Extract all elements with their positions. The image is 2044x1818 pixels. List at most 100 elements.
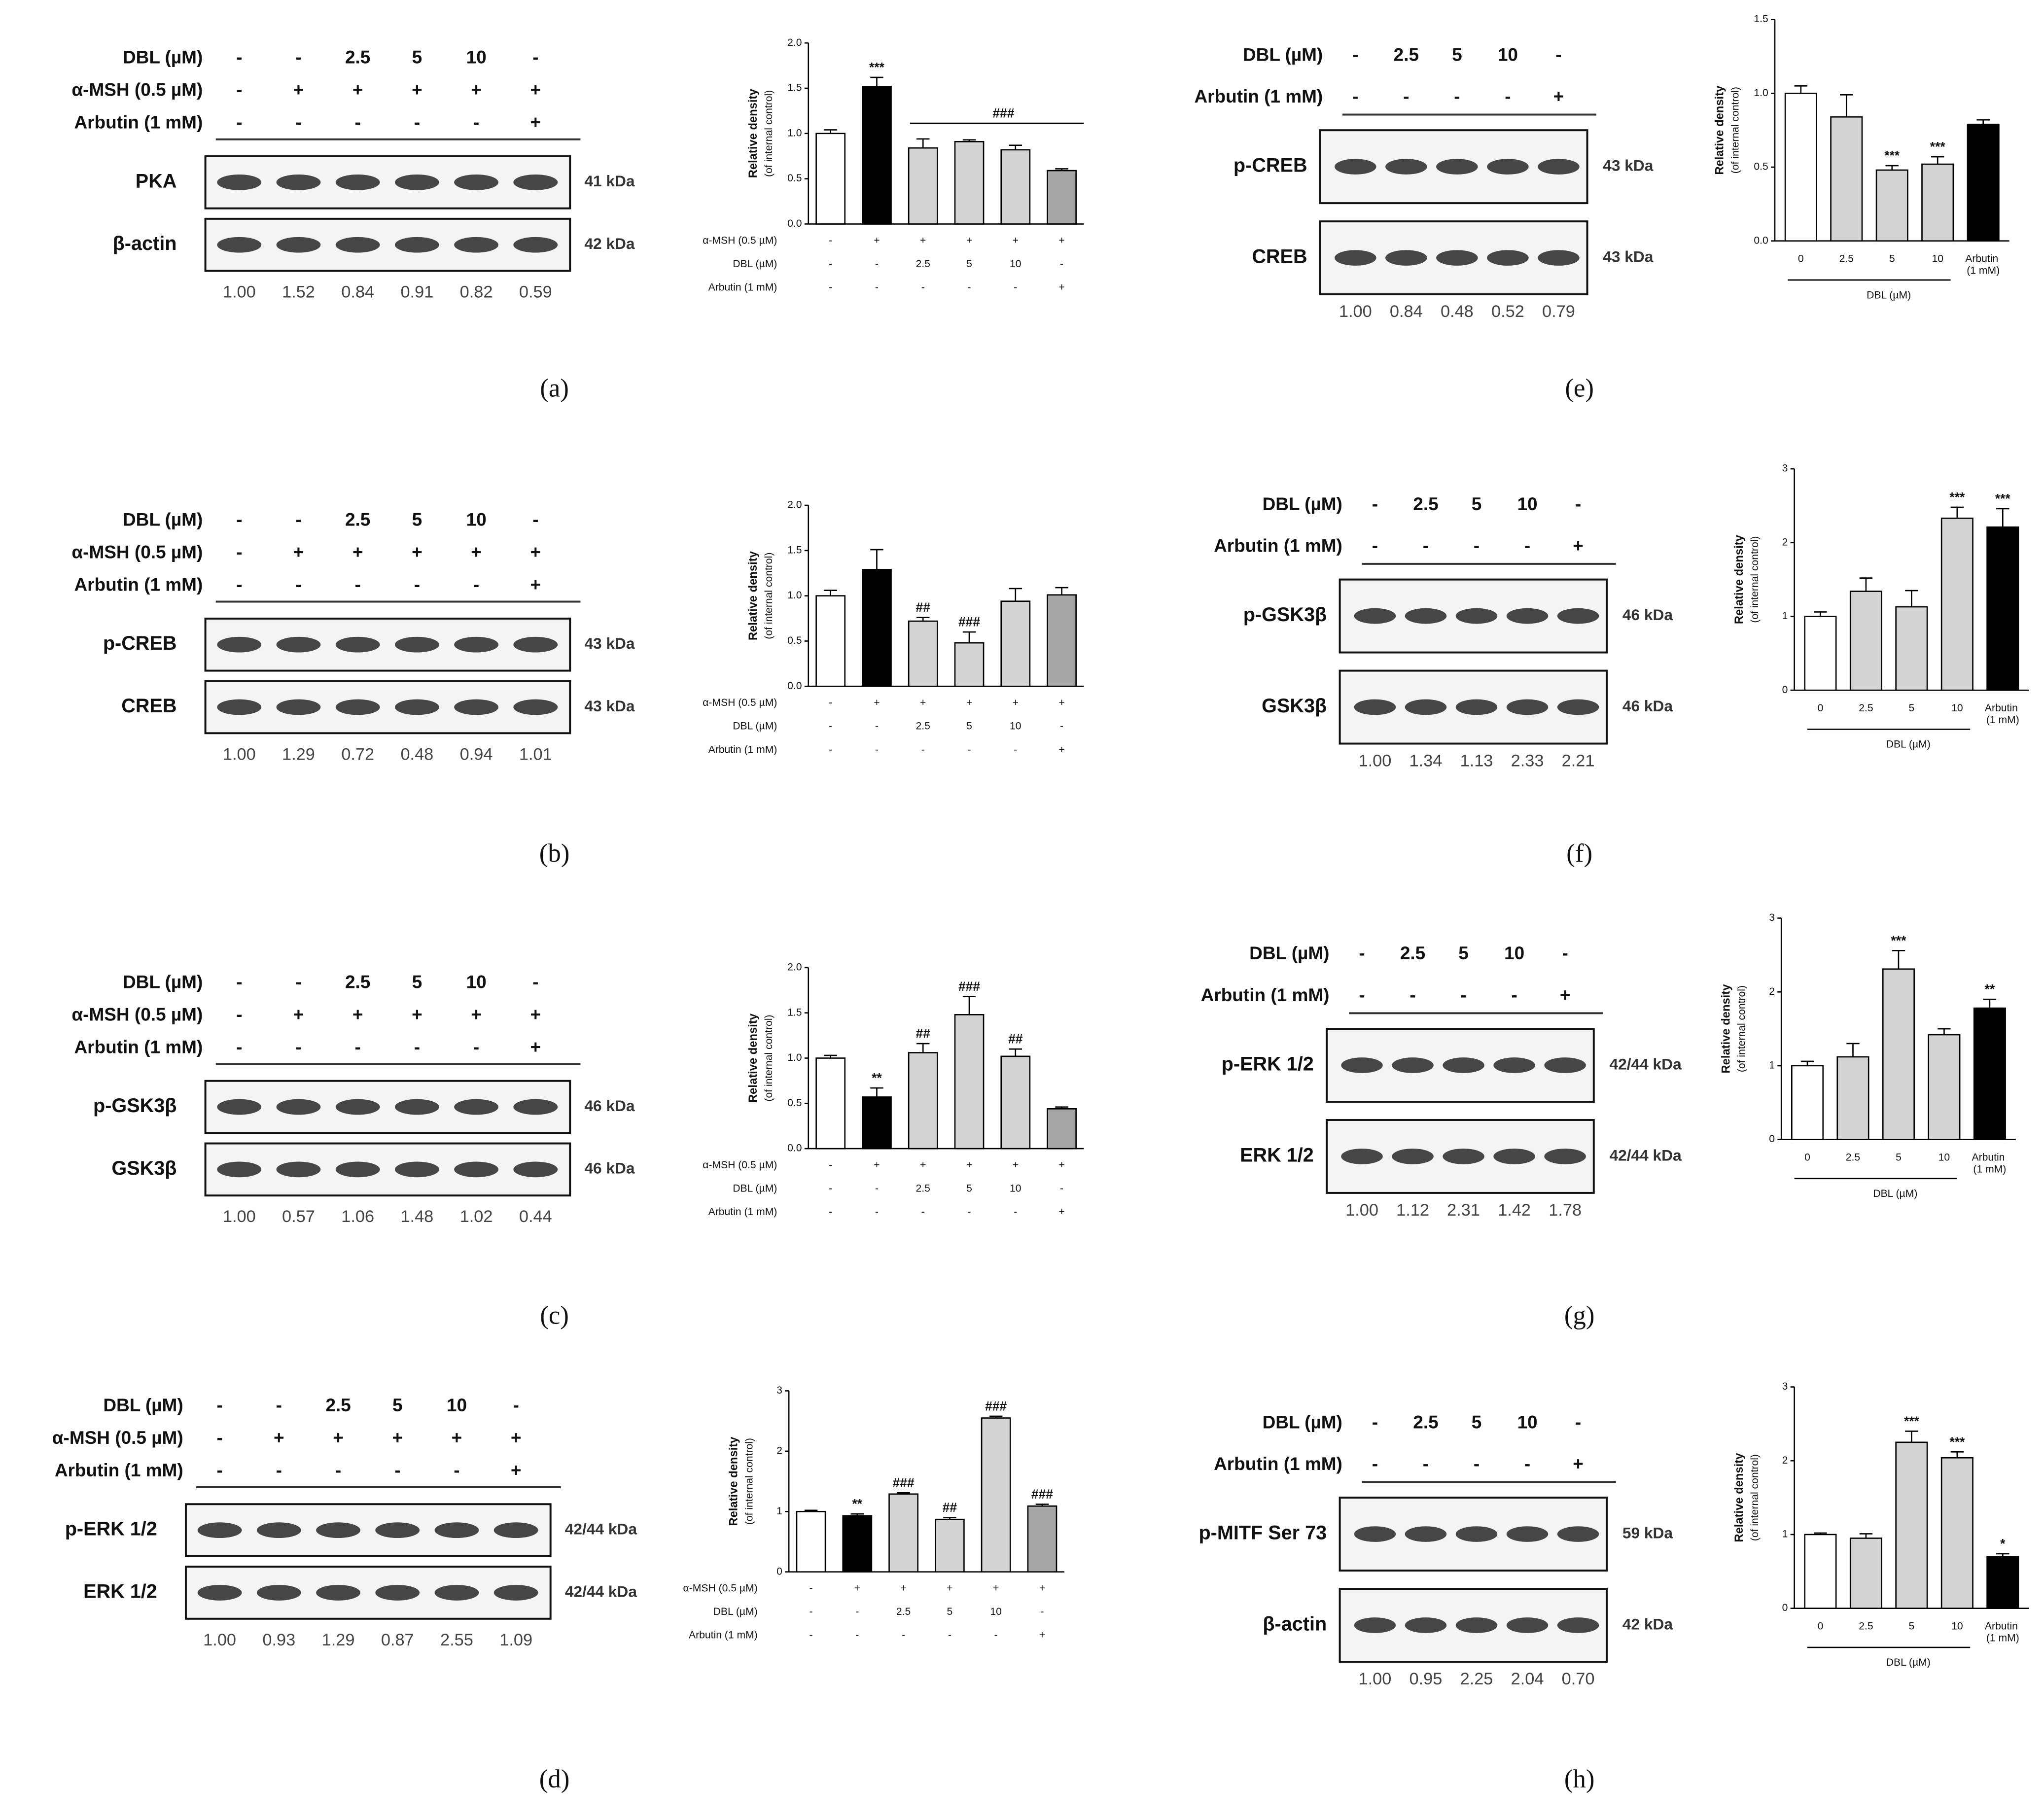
bar	[1875, 169, 1908, 242]
band	[217, 175, 262, 190]
band	[1493, 1057, 1535, 1073]
treatment-sign: 2.5	[345, 509, 370, 529]
group-label: DBL (µM)	[1873, 1188, 1917, 1199]
band	[375, 1522, 420, 1538]
x-tick-label: 5	[1889, 253, 1895, 264]
significance: **	[872, 1071, 882, 1085]
y-tick-label: 2	[1782, 536, 1788, 548]
y-axis-label: Relative density	[1732, 1453, 1746, 1542]
band	[513, 699, 558, 715]
y-tick-label: 0.5	[787, 635, 802, 646]
treatment-sign: -	[1511, 985, 1517, 1005]
density: 1.00	[203, 1631, 236, 1649]
band	[493, 1522, 538, 1538]
band	[1544, 1149, 1586, 1164]
significance: ###	[958, 615, 980, 629]
treatment-label: α-MSH (0.5 µM)	[52, 1428, 183, 1448]
band	[1557, 1526, 1599, 1542]
treatment-sign: 5	[1472, 494, 1482, 514]
density: 0.70	[1562, 1670, 1595, 1688]
x-table-sign: -	[1060, 258, 1063, 270]
band	[1506, 1617, 1549, 1633]
treatment-sign: -	[236, 112, 242, 133]
significance: ***	[1949, 1434, 1965, 1449]
x-table-sign: +	[1058, 697, 1064, 708]
band	[217, 1099, 262, 1115]
treatment-sign: +	[293, 80, 304, 100]
band	[1538, 250, 1580, 266]
band-size: 41 kDa	[584, 172, 635, 190]
x-table-sign: -	[1014, 281, 1017, 293]
blot: DBL (µM) - -2.5 5 10 -α-MSH (0.5 µM) - + + + + +Arb…	[52, 1395, 637, 1649]
density: 1.00	[223, 282, 256, 301]
x-table-sign: -	[875, 258, 879, 270]
treatment-sign: -	[1423, 535, 1429, 556]
treatment-label: DBL (µM)	[1243, 44, 1323, 65]
x-table-sign: -	[809, 1630, 812, 1641]
chart: 0.0 0.5 1.0 1.5 2.0 Relative density (of inter…	[703, 961, 1084, 1218]
treatment-sign: +	[392, 1428, 403, 1448]
density: 2.04	[1511, 1670, 1544, 1688]
treatment-sign: -	[454, 1460, 459, 1480]
band	[1354, 1617, 1396, 1633]
significance: ##	[916, 600, 931, 615]
density: 1.06	[341, 1207, 374, 1226]
bar	[842, 1515, 873, 1573]
treatment-sign: +	[412, 542, 423, 562]
treatment-sign: -	[1474, 1454, 1480, 1474]
band	[513, 636, 558, 653]
treatment-sign: -	[216, 1460, 222, 1480]
treatment-sign: +	[352, 1004, 363, 1024]
x-table-sign: +	[920, 235, 926, 246]
band	[1354, 608, 1396, 624]
band	[394, 699, 439, 715]
y-tick-label: 1.0	[787, 127, 802, 139]
band	[276, 636, 321, 653]
density: 1.00	[223, 1207, 256, 1226]
y-axis-label: (of internal control)	[763, 1014, 775, 1101]
density: 2.21	[1562, 752, 1595, 770]
bar	[908, 1052, 938, 1150]
density: 0.93	[262, 1631, 295, 1649]
treatment-sign: -	[1403, 86, 1409, 106]
density: 0.59	[519, 282, 552, 301]
band	[1335, 159, 1376, 175]
x-table-sign: +	[854, 1583, 860, 1594]
treatment-sign: 2.5	[1413, 1412, 1438, 1432]
bar	[1921, 163, 1954, 242]
panel-label: (a)	[540, 374, 569, 403]
x-tick-label: 0	[1798, 253, 1804, 264]
x-table-sign: +	[993, 1583, 999, 1594]
band	[335, 1099, 380, 1115]
bar	[815, 595, 846, 687]
y-axis-label: Relative density	[746, 89, 760, 178]
y-tick-label: 2.0	[787, 499, 802, 511]
x-table-sign: -	[829, 697, 832, 708]
significance: ##	[916, 1026, 931, 1041]
treatment-sign: 10	[466, 509, 487, 529]
y-tick-label: 1	[1769, 1059, 1775, 1071]
x-table-sign: -	[1014, 1206, 1017, 1218]
band	[276, 175, 321, 190]
treatment-sign: -	[473, 575, 479, 595]
panel-label: (g)	[1564, 1301, 1595, 1330]
blot: DBL (µM) - 2.5 5 10 - Arbutin (1 mM) - - - - + p-ERK…	[1201, 943, 1682, 1220]
band	[1557, 1617, 1599, 1633]
treatment-sign: -	[1562, 943, 1568, 963]
treatment-sign: -	[236, 47, 242, 68]
x-table-sign: -	[829, 1183, 832, 1194]
band	[256, 1522, 301, 1538]
x-table-sign: -	[855, 1606, 859, 1617]
x-table-sign: -	[875, 1183, 879, 1194]
density: 0.87	[381, 1631, 414, 1649]
treatment-label: DBL (µM)	[1263, 1412, 1342, 1432]
treatment-label: DBL (µM)	[1249, 943, 1329, 963]
x-table-sign: -	[829, 235, 832, 246]
x-tick-label: 0	[1818, 1620, 1824, 1632]
y-tick-label: 0.5	[1754, 161, 1768, 173]
chart: 0 1 2 3 Relative density (of internal control…	[1732, 1381, 2029, 1668]
treatment-sign: -	[295, 47, 301, 68]
x-tick-label: 2.5	[1846, 1152, 1860, 1163]
band	[1405, 1526, 1447, 1542]
density: 1.78	[1549, 1201, 1582, 1220]
